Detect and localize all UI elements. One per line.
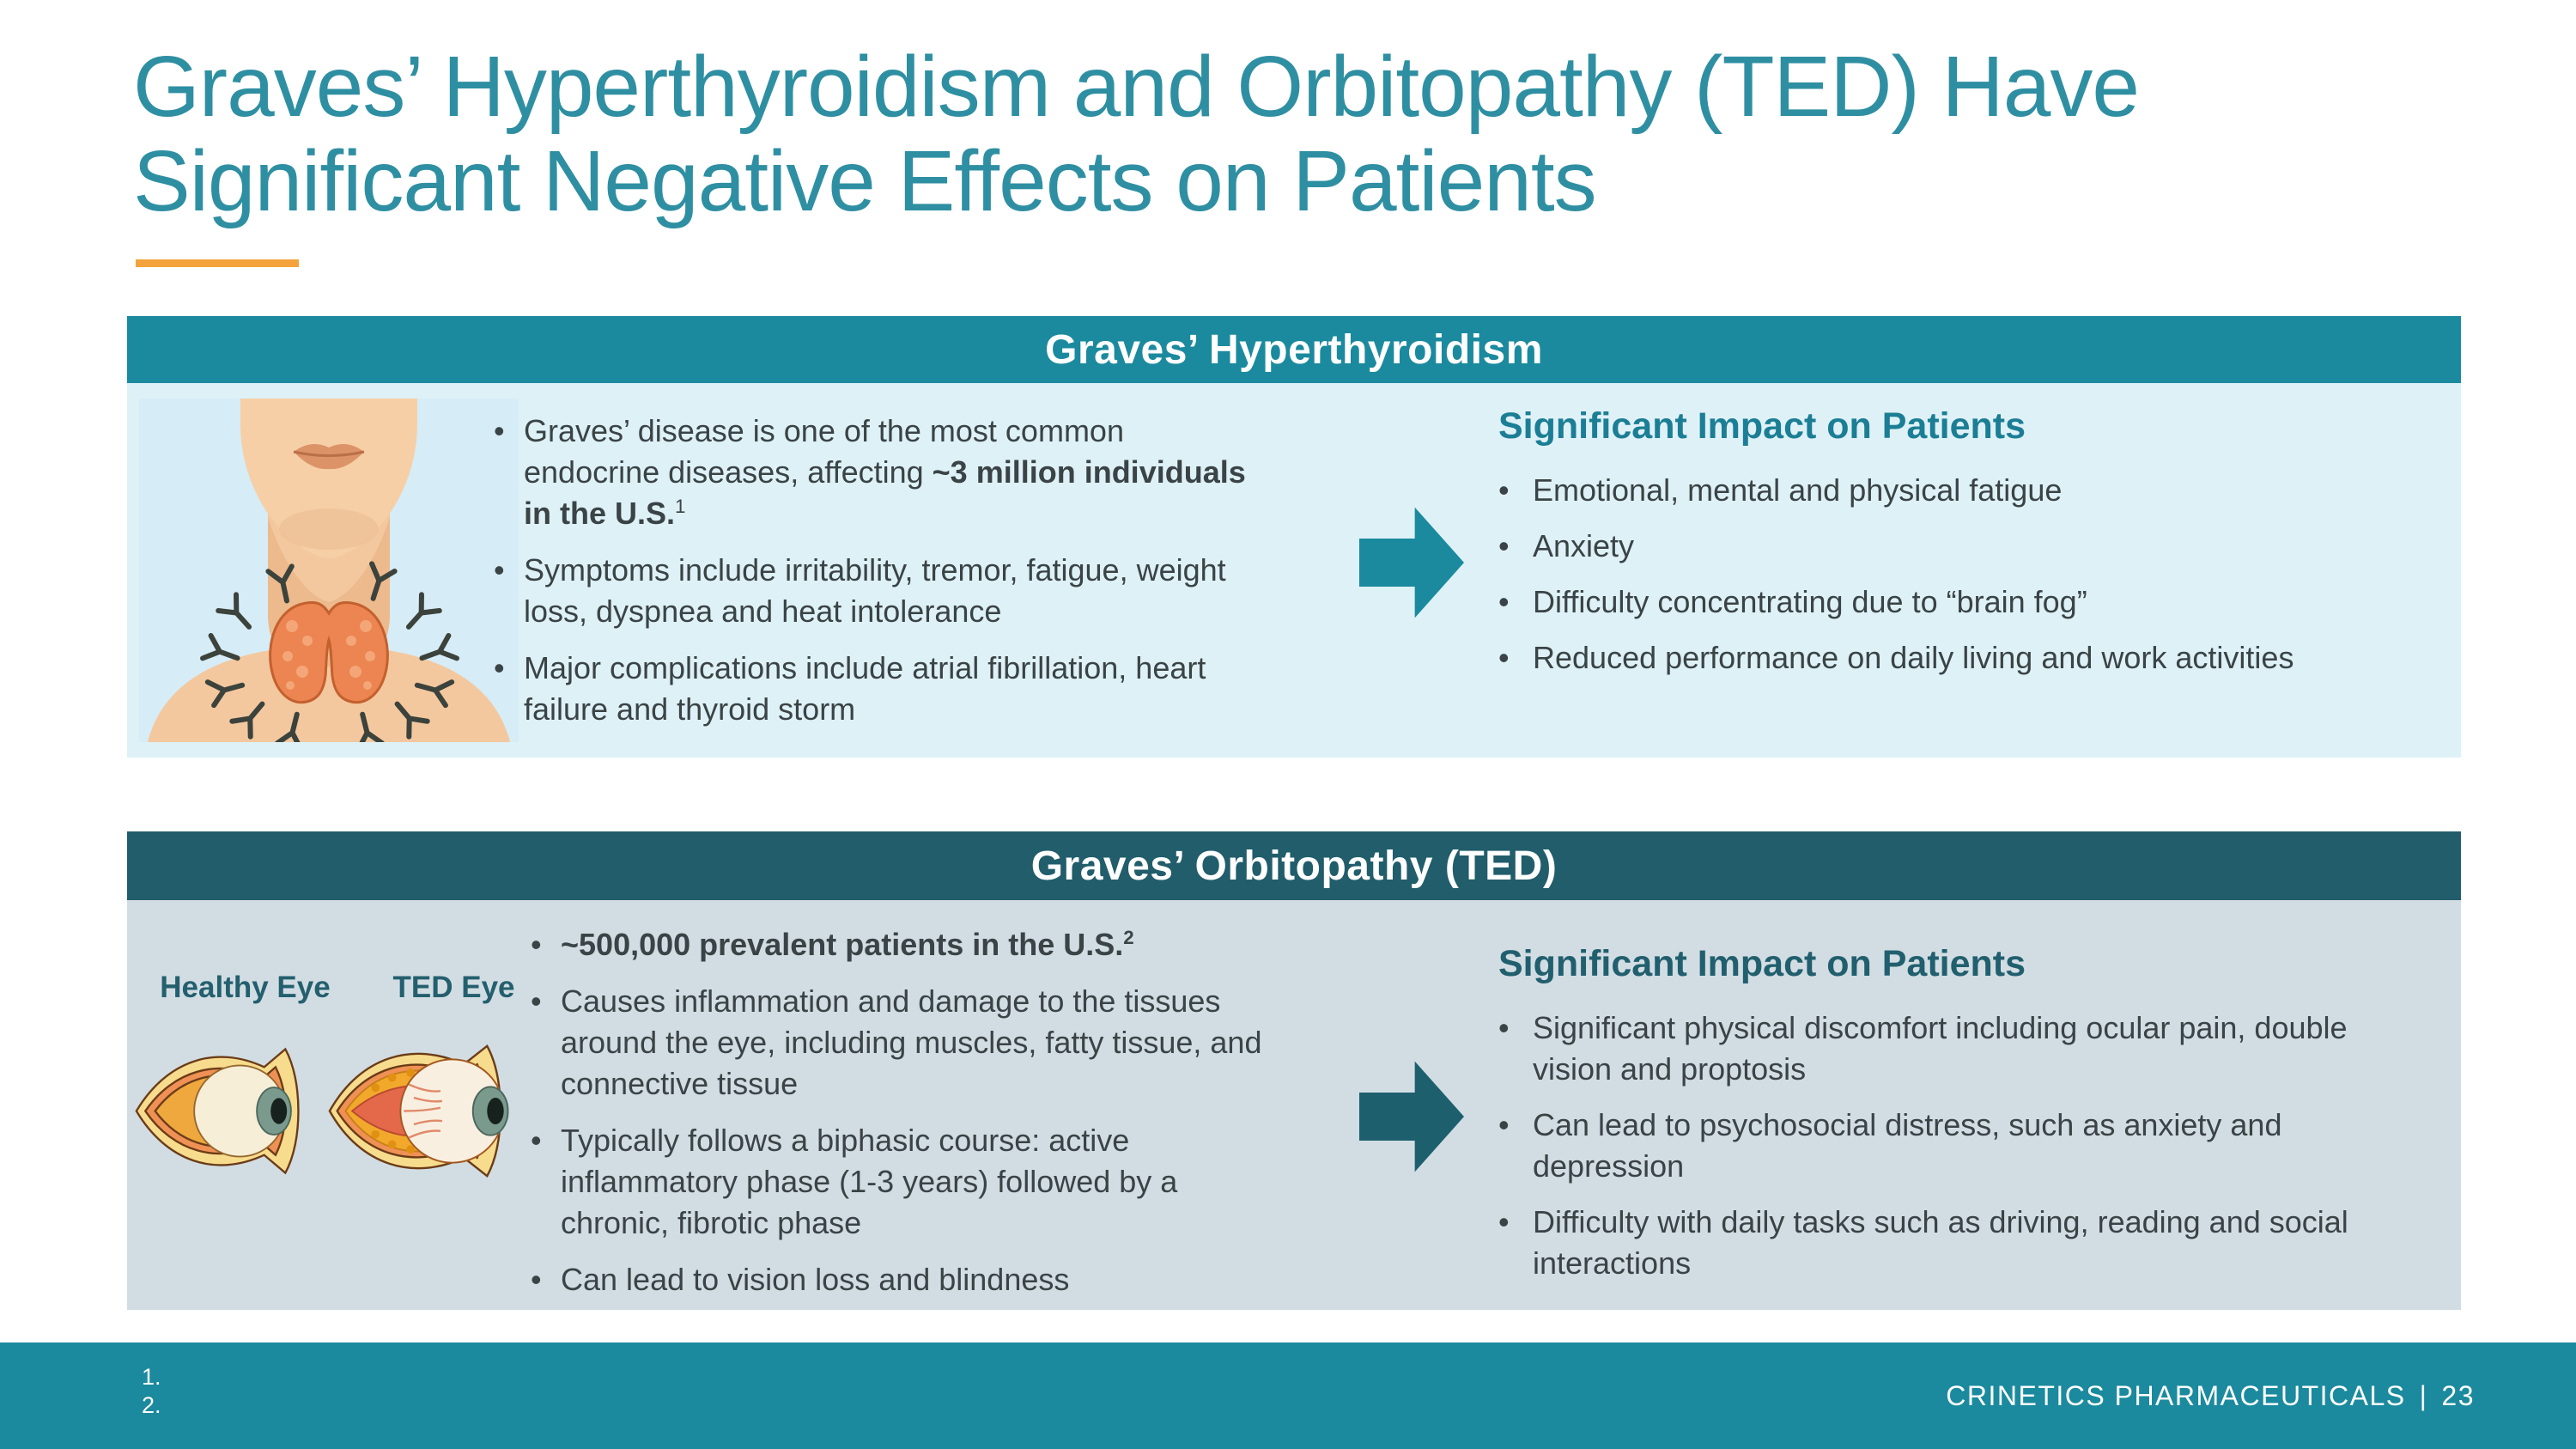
slide-title-line-1: Graves’ Hyperthyroidism and Orbitopathy … [133,39,2140,135]
slide-footer: 1. 2. CRINETICS PHARMACEUTICALS | 23 [0,1342,2576,1449]
hyperthyroidism-panel-title: Graves’ Hyperthyroidism [1045,326,1543,373]
orbitopathy-panel-header: Graves’ Orbitopathy (TED) [127,831,2461,900]
bullet-item: Emotional, mental and physical fatigue [1498,470,2366,511]
bullet-item: Typically follows a biphasic course: act… [531,1120,1286,1244]
hyperthyroidism-impact-column: Significant Impact on Patients Emotional… [1498,405,2477,693]
right-arrow-icon [1359,507,1464,618]
slide-title-line-2: Significant Negative Effects on Patients [133,133,1597,229]
reference-number-2: 2. [142,1392,161,1418]
orbitopathy-bullets: ~500,000 prevalent patients in the U.S.2… [531,924,1286,1316]
page-number: 23 [2441,1379,2475,1411]
bullet-item: Significant physical discomfort includin… [1498,1008,2366,1090]
bullet-item: Difficulty with daily tasks such as driv… [1498,1202,2366,1284]
ted-eye-illustration [328,1044,509,1178]
healthy-eye-illustration [135,1047,300,1175]
bullet-item: Can lead to psychosocial distress, such … [1498,1105,2366,1187]
slide-title: Graves’ Hyperthyroidism and Orbitopathy … [133,40,2529,228]
impact-heading: Significant Impact on Patients [1498,405,2026,447]
bullet-item: Reduced performance on daily living and … [1498,637,2366,679]
orbitopathy-panel-title: Graves’ Orbitopathy (TED) [1030,843,1558,889]
impact-heading: Significant Impact on Patients [1498,943,2026,984]
orbitopathy-impact-column: Significant Impact on Patients Significa… [1498,943,2477,1299]
footer-company-line: CRINETICS PHARMACEUTICALS | 23 [1946,1342,2475,1449]
hyperthyroidism-bullets: Graves’ disease is one of the most commo… [494,411,1249,746]
bullet-item: Can lead to vision loss and blindness [531,1259,1286,1300]
orbitopathy-panel: Graves’ Orbitopathy (TED) Healthy Eye TE… [127,831,2461,1310]
company-name: CRINETICS PHARMACEUTICALS [1946,1379,2406,1411]
bullet-item: ~500,000 prevalent patients in the U.S.2 [531,924,1286,965]
ted-eye-label: TED Eye [392,971,515,1004]
healthy-eye-label: Healthy Eye [160,971,331,1004]
orbitopathy-impact-bullets: Significant physical discomfort includin… [1498,1008,2366,1284]
bullet-item: Causes inflammation and damage to the ti… [531,981,1286,1105]
bullet-item: Graves’ disease is one of the most commo… [494,411,1249,534]
hyperthyroidism-impact-bullets: Emotional, mental and physical fatigue An… [1498,470,2366,679]
footer-references: 1. 2. [142,1363,161,1420]
hyperthyroidism-panel: Graves’ Hyperthyroidism [127,316,2461,758]
orbitopathy-panel-body: Healthy Eye TED Eye [127,900,2461,1310]
title-accent-bar [136,259,299,267]
bullet-item: Symptoms include irritability, tremor, f… [494,550,1249,632]
bullet-item: Major complications include atrial fibri… [494,648,1249,730]
footer-separator: | [2419,1379,2428,1411]
bullet-item: Anxiety [1498,526,2366,567]
hyperthyroidism-panel-body: Graves’ disease is one of the most commo… [127,383,2461,758]
reference-number-1: 1. [142,1364,161,1390]
bullet-item: Difficulty concentrating due to “brain f… [1498,581,2366,623]
hyperthyroidism-panel-header: Graves’ Hyperthyroidism [127,316,2461,383]
right-arrow-icon [1359,1061,1464,1172]
thyroid-neck-illustration [139,399,519,742]
